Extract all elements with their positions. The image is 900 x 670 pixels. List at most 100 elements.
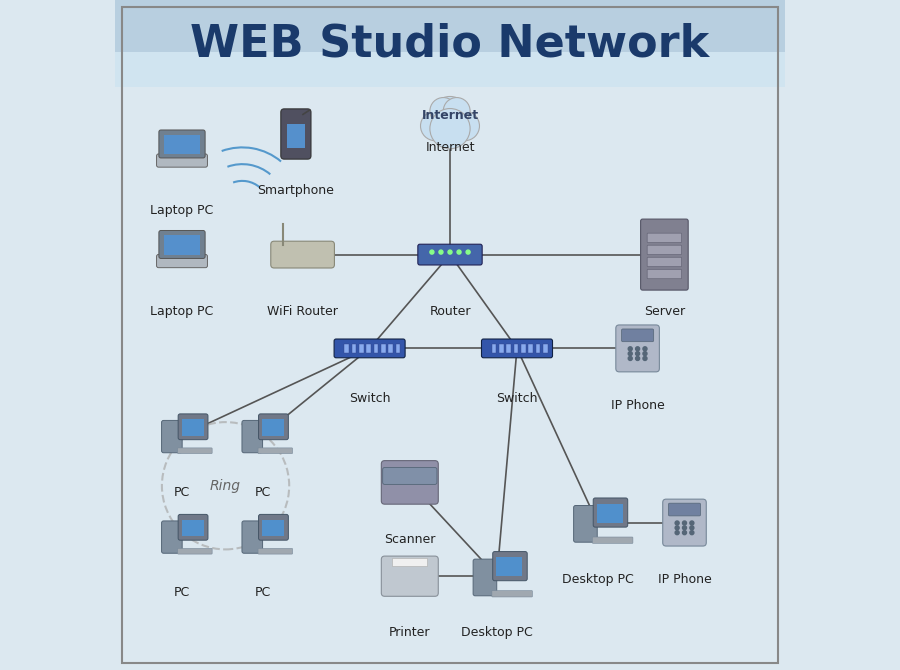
Text: Printer: Printer bbox=[389, 626, 430, 639]
FancyBboxPatch shape bbox=[521, 344, 526, 353]
Circle shape bbox=[448, 250, 452, 254]
FancyBboxPatch shape bbox=[543, 344, 548, 353]
FancyBboxPatch shape bbox=[262, 419, 284, 436]
Text: Internet: Internet bbox=[426, 141, 475, 153]
Circle shape bbox=[628, 356, 632, 360]
FancyBboxPatch shape bbox=[622, 329, 653, 342]
FancyBboxPatch shape bbox=[242, 421, 263, 453]
Text: Laptop PC: Laptop PC bbox=[150, 204, 213, 217]
FancyBboxPatch shape bbox=[382, 468, 436, 484]
Circle shape bbox=[682, 531, 687, 535]
FancyBboxPatch shape bbox=[164, 135, 200, 154]
Circle shape bbox=[628, 352, 632, 356]
FancyBboxPatch shape bbox=[593, 498, 627, 527]
FancyBboxPatch shape bbox=[359, 344, 364, 353]
Circle shape bbox=[675, 526, 680, 530]
Text: PC: PC bbox=[174, 586, 190, 599]
Circle shape bbox=[635, 352, 640, 356]
FancyBboxPatch shape bbox=[597, 504, 623, 523]
FancyBboxPatch shape bbox=[507, 344, 511, 353]
Circle shape bbox=[466, 250, 470, 254]
Circle shape bbox=[635, 347, 640, 351]
FancyBboxPatch shape bbox=[258, 515, 288, 540]
FancyBboxPatch shape bbox=[287, 124, 305, 148]
Circle shape bbox=[690, 521, 694, 525]
FancyBboxPatch shape bbox=[159, 230, 205, 259]
FancyBboxPatch shape bbox=[159, 130, 205, 158]
Text: Ring: Ring bbox=[210, 479, 241, 492]
FancyBboxPatch shape bbox=[281, 109, 311, 159]
FancyBboxPatch shape bbox=[366, 344, 371, 353]
Text: Scanner: Scanner bbox=[384, 533, 436, 545]
FancyBboxPatch shape bbox=[157, 255, 208, 268]
FancyBboxPatch shape bbox=[528, 344, 533, 353]
Circle shape bbox=[439, 250, 443, 254]
Text: Internet: Internet bbox=[421, 109, 479, 122]
FancyBboxPatch shape bbox=[492, 591, 533, 597]
FancyBboxPatch shape bbox=[592, 537, 633, 543]
Circle shape bbox=[444, 98, 470, 125]
Text: PC: PC bbox=[255, 486, 271, 498]
Text: IP Phone: IP Phone bbox=[658, 573, 711, 586]
Text: Server: Server bbox=[644, 305, 685, 318]
FancyBboxPatch shape bbox=[242, 521, 263, 553]
FancyBboxPatch shape bbox=[497, 557, 522, 576]
FancyBboxPatch shape bbox=[177, 548, 212, 554]
Circle shape bbox=[628, 347, 632, 351]
Circle shape bbox=[431, 96, 469, 134]
FancyBboxPatch shape bbox=[162, 421, 182, 453]
FancyBboxPatch shape bbox=[157, 154, 208, 168]
FancyBboxPatch shape bbox=[514, 344, 518, 353]
Circle shape bbox=[430, 250, 434, 254]
FancyBboxPatch shape bbox=[662, 499, 706, 546]
FancyBboxPatch shape bbox=[573, 506, 598, 542]
Text: Desktop PC: Desktop PC bbox=[562, 573, 634, 586]
FancyBboxPatch shape bbox=[641, 219, 688, 290]
FancyBboxPatch shape bbox=[647, 233, 681, 243]
FancyBboxPatch shape bbox=[389, 344, 393, 353]
Text: Laptop PC: Laptop PC bbox=[150, 305, 213, 318]
FancyBboxPatch shape bbox=[115, 0, 785, 87]
FancyBboxPatch shape bbox=[164, 235, 200, 255]
FancyBboxPatch shape bbox=[115, 52, 785, 87]
FancyBboxPatch shape bbox=[418, 245, 482, 265]
FancyBboxPatch shape bbox=[334, 339, 405, 358]
Circle shape bbox=[643, 352, 647, 356]
Circle shape bbox=[643, 347, 647, 351]
FancyBboxPatch shape bbox=[382, 556, 438, 596]
Text: PC: PC bbox=[255, 586, 271, 599]
FancyBboxPatch shape bbox=[374, 344, 378, 353]
Text: PC: PC bbox=[174, 486, 190, 498]
FancyBboxPatch shape bbox=[352, 344, 356, 353]
Circle shape bbox=[430, 98, 456, 125]
FancyBboxPatch shape bbox=[492, 551, 527, 581]
Text: IP Phone: IP Phone bbox=[611, 399, 664, 411]
FancyBboxPatch shape bbox=[499, 344, 504, 353]
FancyBboxPatch shape bbox=[178, 414, 208, 440]
FancyBboxPatch shape bbox=[536, 344, 540, 353]
Circle shape bbox=[682, 521, 687, 525]
Text: Desktop PC: Desktop PC bbox=[461, 626, 533, 639]
Text: Switch: Switch bbox=[349, 392, 391, 405]
FancyBboxPatch shape bbox=[258, 548, 292, 554]
Circle shape bbox=[635, 356, 640, 360]
Circle shape bbox=[457, 250, 461, 254]
FancyBboxPatch shape bbox=[162, 521, 182, 553]
Text: Router: Router bbox=[429, 305, 471, 318]
FancyBboxPatch shape bbox=[271, 241, 335, 268]
Circle shape bbox=[690, 526, 694, 530]
FancyBboxPatch shape bbox=[258, 414, 288, 440]
Circle shape bbox=[682, 526, 687, 530]
FancyBboxPatch shape bbox=[182, 419, 203, 436]
Circle shape bbox=[643, 356, 647, 360]
FancyBboxPatch shape bbox=[258, 448, 292, 454]
FancyBboxPatch shape bbox=[178, 515, 208, 540]
FancyBboxPatch shape bbox=[616, 325, 660, 372]
FancyBboxPatch shape bbox=[182, 520, 203, 536]
Text: Switch: Switch bbox=[496, 392, 538, 405]
Text: WiFi Router: WiFi Router bbox=[267, 305, 338, 318]
FancyBboxPatch shape bbox=[647, 245, 681, 255]
Circle shape bbox=[450, 111, 480, 141]
FancyBboxPatch shape bbox=[382, 461, 438, 505]
FancyBboxPatch shape bbox=[177, 448, 212, 454]
